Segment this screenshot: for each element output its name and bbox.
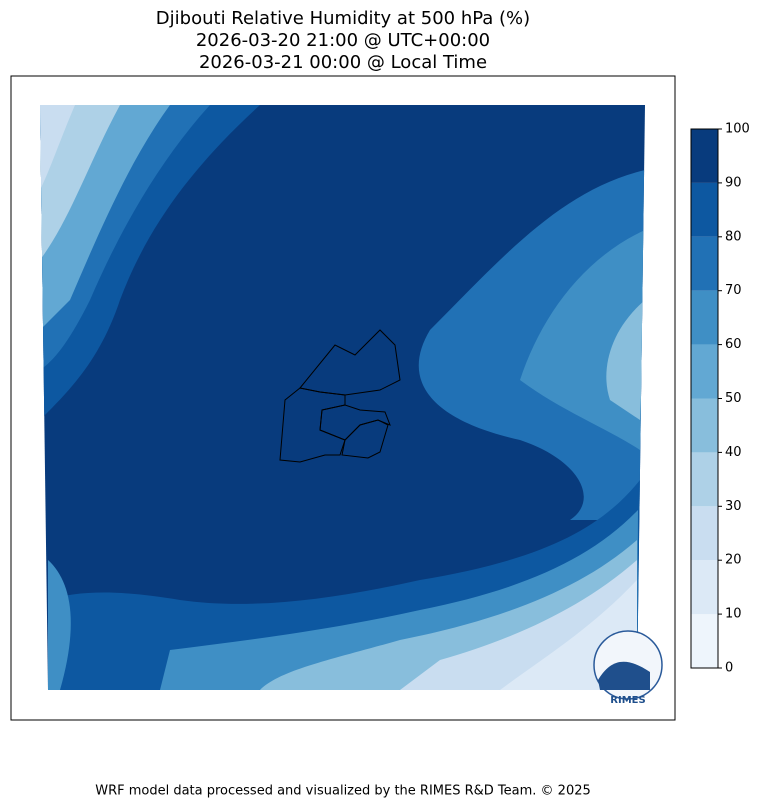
colorbar-tick-label: 40 <box>725 445 742 460</box>
colorbar-tick-label: 50 <box>725 391 742 406</box>
colorbar-bin <box>691 290 718 345</box>
colorbar-bin <box>691 129 718 183</box>
colorbar-tick-label: 30 <box>725 499 742 514</box>
colorbar-tick-label: 60 <box>725 337 742 352</box>
title-line: Djibouti Relative Humidity at 500 hPa (%… <box>156 8 530 29</box>
title-line: 2026-03-21 00:00 @ Local Time <box>199 52 487 73</box>
colorbar-bin <box>691 344 718 399</box>
colorbar-bin <box>691 452 718 507</box>
map: RIMES <box>40 105 663 706</box>
colorbar-tick-label: 80 <box>725 229 742 244</box>
logo-text: RIMES <box>610 695 645 706</box>
colorbar-bin <box>691 560 718 615</box>
colorbar-bin <box>691 182 718 237</box>
title-line: 2026-03-20 21:00 @ UTC+00:00 <box>196 30 490 51</box>
colorbar-tick-label: 0 <box>725 661 733 676</box>
colorbar-tick-label: 10 <box>725 607 742 622</box>
footer: WRF model data processed and visualized … <box>95 784 591 799</box>
colorbar-tick-label: 70 <box>725 283 742 298</box>
colorbar-tick-label: 90 <box>725 175 742 190</box>
colorbar-tick-label: 100 <box>725 122 750 137</box>
colorbar-tick-label: 20 <box>725 553 742 568</box>
colorbar-bin <box>691 614 718 668</box>
colorbar-bin <box>691 236 718 291</box>
colorbar: 0 10 20 30 40 50 60 70 80 90 100 <box>690 122 750 676</box>
colorbar-bin <box>691 506 718 561</box>
colorbar-bin <box>691 398 718 453</box>
